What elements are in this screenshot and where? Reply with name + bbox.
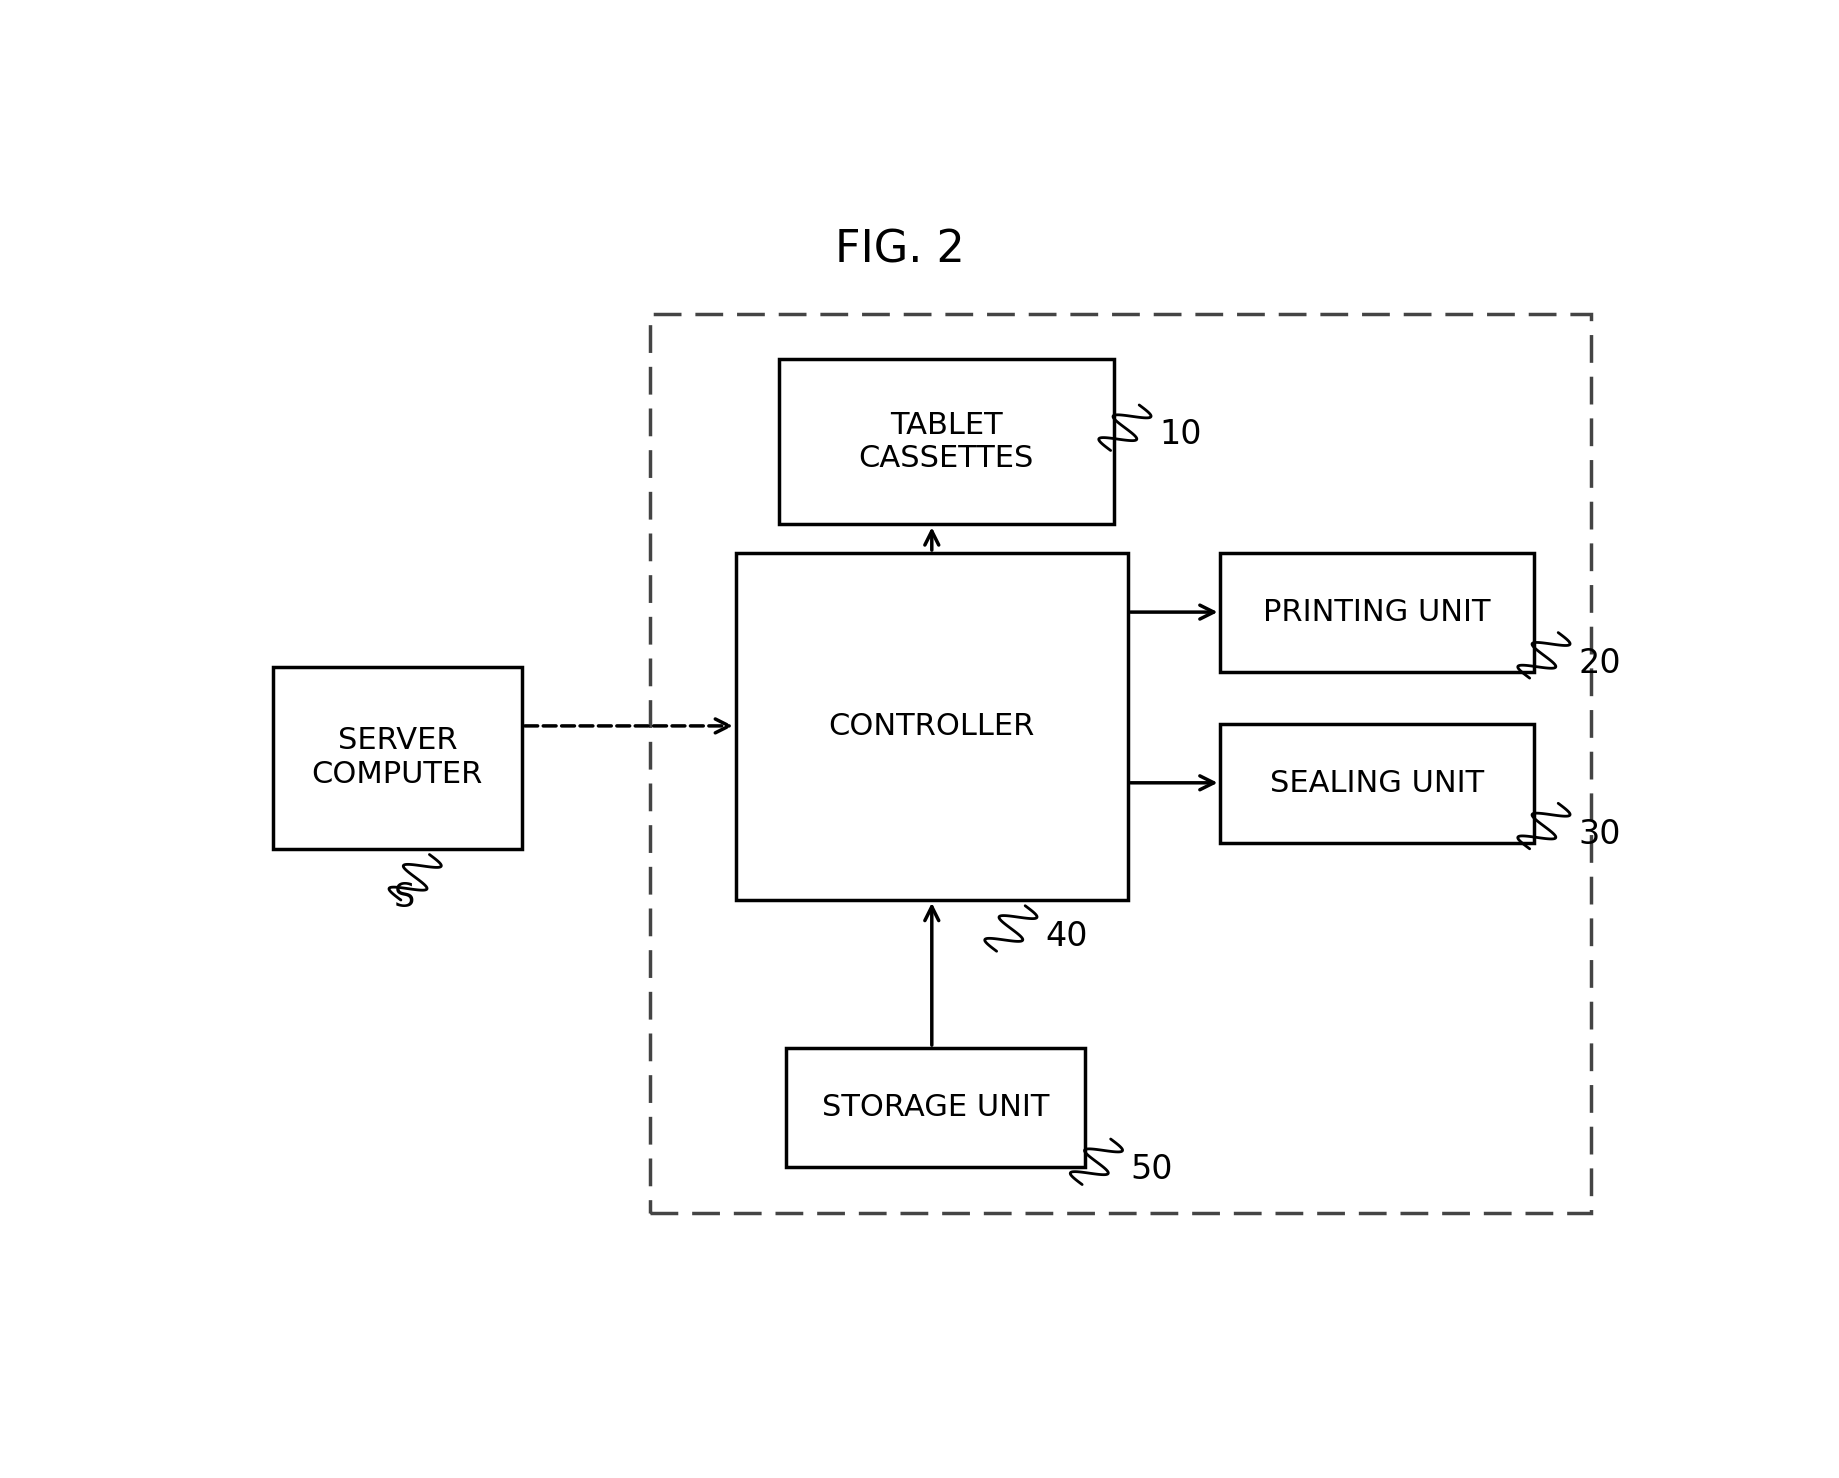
Text: SEALING UNIT: SEALING UNIT [1271,769,1484,798]
Bar [272,667,522,848]
Bar [651,313,1591,1213]
Text: TABLET
CASSETTES: TABLET CASSETTES [859,411,1034,473]
Bar [785,1048,1085,1168]
Text: STORAGE UNIT: STORAGE UNIT [822,1094,1048,1122]
Text: PRINTING UNIT: PRINTING UNIT [1263,599,1491,627]
Text: FIG. 2: FIG. 2 [835,229,965,272]
Text: 40: 40 [1045,919,1087,953]
Bar [778,359,1113,525]
Text: SERVER
COMPUTER: SERVER COMPUTER [311,727,484,789]
Text: S: S [394,881,416,915]
Text: 10: 10 [1159,418,1201,451]
Bar [736,553,1127,900]
Bar [1221,553,1534,672]
Text: 20: 20 [1578,647,1620,680]
Text: 50: 50 [1131,1153,1173,1187]
Bar [1221,724,1534,842]
Text: 30: 30 [1578,817,1620,850]
Text: CONTROLLER: CONTROLLER [829,712,1035,740]
